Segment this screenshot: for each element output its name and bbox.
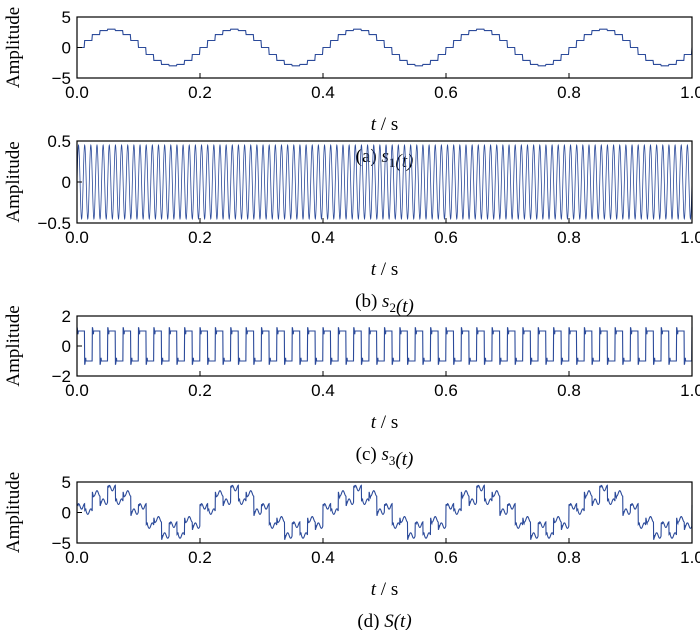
y-axis-label: Amplitude	[3, 7, 24, 88]
y-axis-label: Amplitude	[3, 472, 24, 553]
y-tick-label: −2	[52, 367, 71, 386]
x-tick-label: 0.2	[188, 228, 212, 247]
x-tick-label: 0.6	[434, 548, 458, 567]
y-axis-label: Amplitude	[3, 141, 24, 222]
panel-caption: (d) S(t)	[357, 611, 411, 630]
x-axis-label: t / s	[371, 259, 398, 280]
series-line	[76, 484, 693, 540]
y-tick-label: 5	[62, 473, 71, 492]
panel-2: 0.0 0.2 0.4 0.6 0.8 1.0 0.5 0 −0.5 Amplitude t / s…	[3, 132, 700, 317]
panel-caption: (c) s3(t)	[356, 444, 414, 470]
y-axis-label: Amplitude	[3, 305, 24, 386]
x-tick-label: 0.4	[311, 381, 335, 400]
x-tick-label: 0.2	[188, 548, 212, 567]
y-tick-label: −5	[52, 534, 71, 553]
y-tick-label: −5	[52, 69, 71, 88]
y-tick-label: 5	[62, 8, 71, 27]
x-tick-label: 0.0	[65, 381, 89, 400]
x-tick-label: 0.0	[65, 83, 89, 102]
x-tick-label: 0.8	[557, 228, 581, 247]
x-tick-label: 1.0	[680, 548, 700, 567]
x-axis-label: t / s	[371, 412, 398, 433]
y-tick-label: 0	[62, 504, 71, 523]
x-axis-label: t / s	[371, 579, 398, 600]
x-tick-label: 1.0	[680, 83, 700, 102]
series-line	[77, 28, 693, 67]
x-tick-label: 0.0	[65, 548, 89, 567]
x-tick-label: 1.0	[680, 381, 700, 400]
x-tick-label: 0.4	[311, 228, 335, 247]
x-tick-label: 0.0	[65, 228, 89, 247]
x-tick-label: 0.6	[434, 381, 458, 400]
y-tick-label: 0	[62, 39, 71, 58]
x-tick-label: 1.0	[680, 228, 700, 247]
x-tick-label: 0.8	[557, 548, 581, 567]
y-tick-label: 0.5	[47, 132, 71, 151]
x-tick-label: 0.6	[434, 83, 458, 102]
x-axis-label: t / s	[371, 114, 398, 135]
series-line	[76, 327, 693, 365]
y-tick-label: 2	[62, 307, 71, 326]
x-tick-label: 0.4	[311, 548, 335, 567]
series-line	[76, 143, 693, 221]
panel-3: 0.0 0.2 0.4 0.6 0.8 1.0 2 0 −2 Amplitude t / s (c) …	[3, 305, 700, 470]
x-tick-label: 0.8	[557, 83, 581, 102]
y-tick-label: 0	[62, 337, 71, 356]
y-tick-label: 0	[62, 173, 71, 192]
panel-4: 0.0 0.2 0.4 0.6 0.8 1.0 5 0 −5 Amplitude t / s (d) …	[3, 472, 700, 630]
x-tick-label: 0.8	[557, 381, 581, 400]
x-tick-label: 0.4	[311, 83, 335, 102]
x-tick-label: 0.2	[188, 83, 212, 102]
x-tick-label: 0.6	[434, 228, 458, 247]
y-tick-label: −0.5	[37, 214, 71, 233]
panel-caption: (b) s2(t)	[355, 291, 414, 317]
x-tick-label: 0.2	[188, 381, 212, 400]
